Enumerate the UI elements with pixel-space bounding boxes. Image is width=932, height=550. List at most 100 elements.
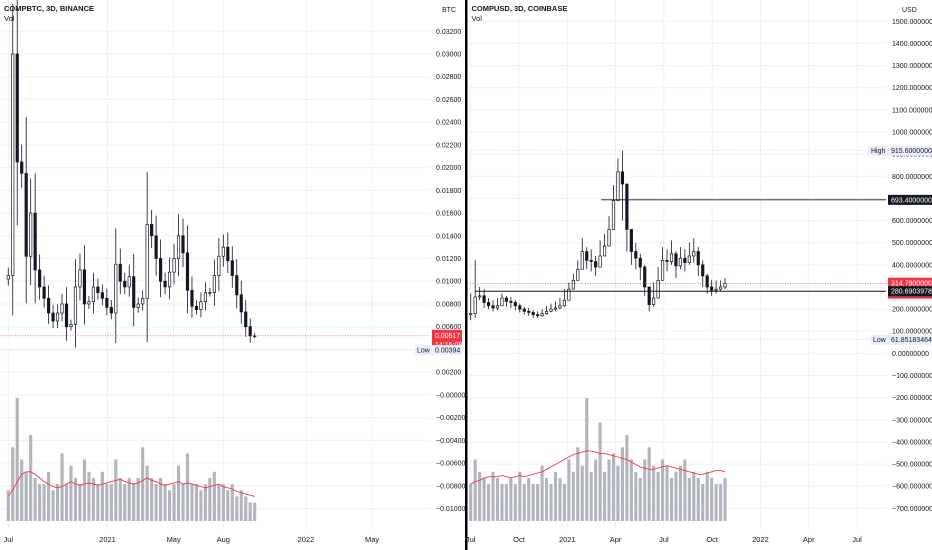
volume-bar <box>127 477 131 521</box>
volume-bar <box>638 477 642 521</box>
candle-body <box>544 310 549 314</box>
time-tick-label: May <box>167 535 181 544</box>
volume-bar <box>678 465 682 521</box>
volume-bar <box>656 471 660 521</box>
volume-bar <box>562 484 566 521</box>
time-tick-label: Jul <box>852 535 862 544</box>
volume-bar <box>212 471 216 521</box>
price-axis[interactable]: 1500.00000000 1400.00000000 1300.00000000 1… <box>892 7 932 513</box>
volume-bar <box>500 484 504 521</box>
candle-body <box>194 305 199 311</box>
volume-bar <box>487 484 491 521</box>
candle-body <box>491 305 495 309</box>
price-tick-label: 0.02800 <box>436 74 461 81</box>
candle-body <box>504 297 508 302</box>
candle-body <box>114 263 118 314</box>
candle-body <box>701 264 705 277</box>
candle-body <box>585 251 589 261</box>
candle-body <box>647 286 651 306</box>
candle-body <box>652 297 656 306</box>
volume-bar <box>235 496 239 521</box>
volume-bar <box>176 465 181 521</box>
price-tick-label: 0.01000 <box>436 279 461 286</box>
price-tick-label: −0.01000 <box>436 506 465 513</box>
candle-body <box>230 260 234 276</box>
candle-body <box>172 258 176 273</box>
time-axis[interactable]: Jul 2021 May Aug 2022 May <box>3 535 379 544</box>
volume-bar <box>123 484 127 521</box>
price-tick-label: −200.00000000 <box>892 395 932 402</box>
volume-bar <box>167 490 172 521</box>
price-tick-label: −400.00000000 <box>892 439 932 446</box>
volume-bar <box>239 490 243 521</box>
candle-body <box>602 245 607 257</box>
candle-body <box>199 301 203 311</box>
candle-body <box>248 326 252 337</box>
symbol-title: COMPUSD, 3D, COINBASE <box>472 4 568 13</box>
volume-bar <box>634 471 638 521</box>
volume-bar <box>719 484 723 521</box>
price-tick-label: 1100.00000000 <box>892 107 932 114</box>
volume-bar <box>518 471 522 521</box>
volume-bar <box>82 459 87 521</box>
right-chart-panel[interactable]: 1500.00000000 1400.00000000 1300.00000000 1… <box>466 0 932 544</box>
volume-bar <box>696 477 700 521</box>
volume-bar <box>522 484 526 521</box>
volume-bar <box>64 484 69 521</box>
price-tick-label: −300.00000000 <box>892 417 932 424</box>
volume-bar <box>136 477 140 521</box>
price-tick-label: 0.02400 <box>436 120 461 127</box>
candle-body <box>167 271 172 288</box>
candle-body <box>665 260 669 262</box>
volume-bar <box>199 490 203 521</box>
candle-body <box>594 261 598 268</box>
low-value-badge <box>888 334 932 345</box>
low-tag-label: Low <box>417 348 431 355</box>
left-chart-panel[interactable]: 0.03200 0.03000 0.02800 0.02600 0.02400 0.022… <box>0 0 465 544</box>
volume-indicator-label: Vol <box>4 14 15 23</box>
price-tick-label: 0.03200 <box>436 29 461 36</box>
candle-body <box>141 297 145 305</box>
candle-body <box>495 305 500 309</box>
volume-bar <box>589 471 593 521</box>
volume-bar <box>714 484 718 521</box>
volume-bar <box>527 477 531 521</box>
high-value: 915.60000000 <box>891 148 932 155</box>
volume-bar <box>620 447 624 521</box>
price-tick-label: 1200.00000000 <box>892 85 932 92</box>
candle-body <box>616 171 620 201</box>
candle-body <box>678 257 682 267</box>
volume-bar <box>100 471 104 521</box>
high-value-badge <box>888 145 932 156</box>
volume-bar <box>647 447 651 521</box>
volume-bar <box>96 484 100 521</box>
candle-body <box>24 172 28 257</box>
level-value: 280.69039789 <box>891 289 932 296</box>
volume-bar <box>495 477 500 521</box>
volume-indicator-label: Vol <box>472 14 483 23</box>
candle-body <box>38 269 42 288</box>
volume-bar <box>78 484 82 521</box>
volume-bar <box>185 453 190 521</box>
price-tick-label: 400.00000000 <box>892 262 932 269</box>
volume-bar <box>51 490 55 521</box>
volume-bar <box>540 465 544 521</box>
price-axis[interactable]: 0.03200 0.03000 0.02800 0.02600 0.02400 0.022… <box>436 7 465 513</box>
low-value: 0.00394 <box>435 348 460 355</box>
price-tick-label: 0.00200 <box>436 370 461 377</box>
volume-bar <box>230 484 234 521</box>
time-axis[interactable]: Jul Oct 2021 Apr Jul Oct 2022 Apr Jul <box>466 535 862 544</box>
candle-body <box>100 292 104 299</box>
candle-body <box>55 312 60 322</box>
candle-body <box>518 305 522 310</box>
volume-bar <box>629 459 633 521</box>
time-tick-label: Apr <box>610 535 622 544</box>
time-tick-label: 2022 <box>298 535 315 544</box>
price-tick-label: 0.02200 <box>436 142 461 149</box>
price-tick-label: −0.00400 <box>436 438 465 445</box>
price-tick-label: 1300.00000000 <box>892 63 932 70</box>
candle-body <box>705 275 709 288</box>
candle-body <box>692 251 696 257</box>
time-tick-label: Oct <box>706 535 719 544</box>
price-tick-label: 500.00000000 <box>892 240 932 247</box>
